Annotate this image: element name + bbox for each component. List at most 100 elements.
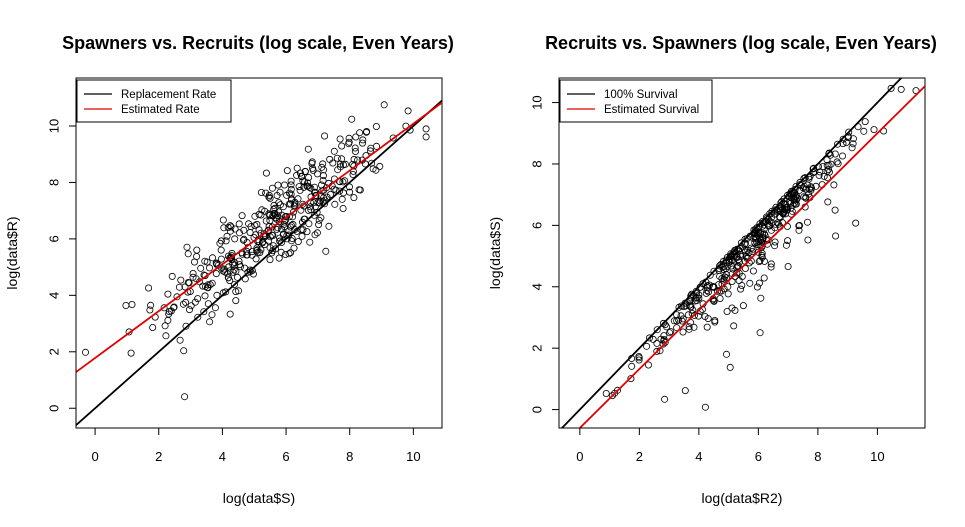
left-data-point — [322, 247, 330, 255]
right-data-point — [679, 328, 687, 336]
right-data-point — [758, 251, 766, 259]
right-data-point — [852, 219, 860, 227]
left-data-point — [273, 225, 281, 233]
right-data-point — [667, 327, 675, 335]
right-data-point — [737, 285, 745, 293]
right-data-point — [748, 247, 756, 255]
left-data-point — [242, 251, 250, 259]
left-legend: Replacement Rate Estimated Rate — [76, 79, 232, 123]
right-data-point — [703, 286, 711, 294]
left-legend-box — [76, 79, 232, 123]
left-data-point — [226, 254, 234, 262]
left-data-point — [221, 268, 229, 276]
right-data-point — [687, 303, 695, 311]
right-data-point — [688, 290, 696, 298]
left-data-point — [338, 142, 346, 150]
left-data-point — [201, 292, 209, 300]
right-data-point — [839, 140, 847, 148]
right-data-point — [678, 317, 686, 325]
right-data-point — [849, 135, 857, 143]
right-data-point — [804, 218, 812, 226]
right-data-point — [757, 294, 765, 302]
left-data-point — [253, 246, 261, 254]
left-data-point — [227, 223, 235, 231]
left-data-point — [226, 227, 234, 235]
left-data-point — [275, 199, 283, 207]
left-data-point — [222, 237, 230, 245]
left-data-point — [192, 275, 200, 283]
right-data-point — [784, 191, 792, 199]
left-data-point — [261, 241, 269, 249]
left-data-point — [212, 270, 220, 278]
left-data-point — [285, 250, 293, 258]
left-x-tick-label: 0 — [91, 449, 98, 464]
left-data-point — [298, 173, 306, 181]
right-data-point — [701, 312, 709, 320]
left-data-point — [127, 349, 135, 357]
left-data-point — [191, 298, 199, 306]
left-data-point — [271, 204, 279, 212]
right-data-point — [758, 238, 766, 246]
right-y-tick-label: 8 — [529, 160, 544, 167]
left-data-point — [345, 138, 353, 146]
right-data-point — [753, 238, 761, 246]
left-data-layer — [76, 99, 442, 426]
right-data-point — [767, 263, 775, 271]
right-data-point — [845, 128, 853, 136]
right-data-point — [684, 311, 692, 319]
left-data-point — [255, 226, 263, 234]
right-data-point — [682, 302, 690, 310]
left-data-point — [293, 171, 301, 179]
left-data-point — [372, 123, 380, 131]
left-data-point — [181, 283, 189, 291]
left-data-point — [356, 129, 364, 137]
right-data-point — [788, 207, 796, 215]
right-data-point — [759, 217, 767, 225]
left-data-point — [265, 193, 273, 201]
left-data-point — [404, 107, 412, 115]
right-data-point — [643, 342, 651, 350]
left-data-point — [147, 301, 155, 309]
right-data-point — [703, 282, 711, 290]
right-data-point — [755, 258, 763, 266]
left-data-point — [315, 216, 323, 224]
left-data-point — [298, 232, 306, 240]
right-data-point — [661, 395, 669, 403]
left-data-point — [336, 160, 344, 168]
left-scatter-panel: Spawners vs. Recruits (log scale, Even Y… — [4, 33, 454, 506]
right-y-tick-label: 2 — [529, 345, 544, 352]
left-data-point — [213, 291, 221, 299]
right-data-layer — [560, 78, 925, 428]
right-data-point — [815, 171, 823, 179]
left-data-point — [376, 162, 384, 170]
left-data-point — [281, 250, 289, 258]
left-data-point — [321, 132, 329, 140]
right-data-point — [747, 244, 755, 252]
right-data-point — [848, 144, 856, 152]
left-data-point — [321, 196, 329, 204]
left-data-point — [219, 216, 227, 224]
right-data-point — [757, 236, 765, 244]
left-data-point — [161, 322, 169, 330]
left-data-point — [194, 295, 202, 303]
right-data-point — [860, 127, 868, 135]
left-data-point — [325, 222, 333, 230]
legend-label-estimated-survival: Estimated Survival — [604, 104, 699, 116]
right-data-point — [758, 243, 766, 251]
right-data-point — [832, 232, 840, 240]
right-data-point — [675, 303, 683, 311]
right-axis-ticks: 0 2 4 6 8 10 0 2 4 6 8 10 — [529, 95, 884, 464]
left-data-point — [280, 220, 288, 228]
left-data-point — [170, 303, 178, 311]
legend-label-estimated-rate: Estimated Rate — [121, 104, 200, 116]
left-data-point — [362, 128, 370, 136]
left-data-point — [223, 232, 231, 240]
left-data-point — [349, 170, 357, 178]
right-scatter-panel: Recruits vs. Spawners (log scale, Even Y… — [487, 33, 937, 506]
left-data-point — [293, 164, 301, 172]
right-data-point — [781, 210, 789, 218]
left-data-point — [190, 258, 198, 266]
left-data-point — [314, 199, 322, 207]
right-data-point — [793, 192, 801, 200]
